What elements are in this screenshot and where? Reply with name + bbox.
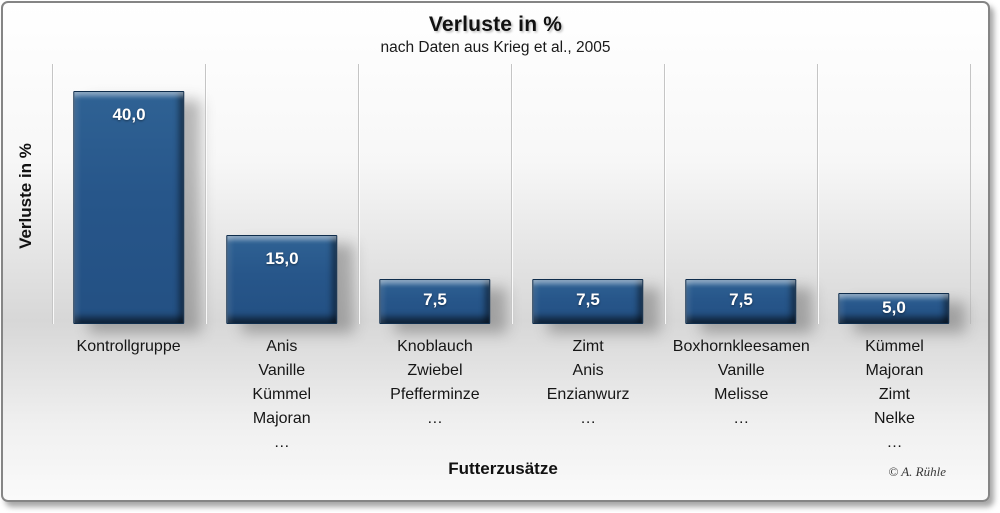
bar: 40,0 [73, 90, 185, 324]
plot-slot: 7,5 [664, 64, 817, 324]
copyright-credit: © A. Rühle [888, 464, 946, 479]
bar-value-label: 15,0 [265, 249, 299, 269]
category-label: Zimt Anis Enzianwurz … [512, 335, 665, 431]
category-label-line: … [580, 410, 597, 427]
category-label-line: Majoran [252, 410, 311, 427]
category-label-line: Vanille [717, 362, 765, 379]
category-label: Anis Vanille Kümmel Majoran … [205, 335, 358, 455]
bar: 5,0 [838, 293, 950, 324]
y-axis-title: Verluste in % [16, 143, 35, 249]
category-label-line: Melisse [714, 386, 769, 403]
category-label-line: Enzianwurz [546, 386, 630, 403]
category-label-line: Zimt [572, 338, 604, 355]
plot-area: 40,0 15,0 7,5 7,5 7,5 5,0 [52, 64, 971, 324]
bar: 7,5 [685, 278, 797, 324]
category-label-line: Kümmel [252, 386, 312, 403]
category-label-line: Anis [572, 362, 604, 379]
category-label-line: Nelke [873, 410, 915, 427]
bar-value-label: 7,5 [576, 290, 600, 310]
plot-slot: 5,0 [817, 64, 971, 324]
category-label: Knoblauch Zwiebel Pfefferminze … [358, 335, 511, 431]
title-block: Verluste in % nach Daten aus Krieg et al… [3, 13, 988, 57]
x-axis-title: Futterzusätze [448, 459, 558, 478]
chart-subtitle: nach Daten aus Krieg et al., 2005 [380, 39, 611, 56]
category-label-line: … [273, 434, 290, 451]
bar: 7,5 [532, 278, 644, 324]
chart-title: Verluste in % [428, 13, 563, 36]
category-label: Kontrollgruppe [52, 335, 205, 359]
plot-slot: 7,5 [358, 64, 511, 324]
category-label-line: Zimt [878, 386, 910, 403]
category-label-line: … [426, 410, 443, 427]
category-label-line: Knoblauch [397, 338, 473, 355]
category-label-line: Kontrollgruppe [76, 338, 181, 355]
category-label-line: Anis [266, 338, 298, 355]
category-label-line: Vanille [258, 362, 306, 379]
bar-value-label: 40,0 [112, 104, 146, 124]
category-labels: Kontrollgruppe Anis Vanille Kümmel Majoran… K… [52, 335, 971, 455]
category-label: Kümmel Majoran Zimt Nelke … [818, 335, 971, 455]
category-label-line: Zwiebel [407, 362, 463, 379]
category-label-line: Pfefferminze [390, 386, 480, 403]
category-label: Boxhornkleesamen Vanille Melisse … [665, 335, 818, 431]
bar-value-label: 7,5 [423, 290, 447, 310]
plot-slot: 15,0 [205, 64, 358, 324]
bar-value-label: 5,0 [882, 297, 906, 317]
plot-slot: 7,5 [511, 64, 664, 324]
category-label-line: Kümmel [865, 338, 924, 355]
category-label-line: Majoran [865, 362, 924, 379]
plot-slot: 40,0 [52, 64, 205, 324]
category-label-line: … [886, 434, 903, 451]
chart-canvas: Verluste in % nach Daten aus Krieg et al… [1, 1, 990, 502]
bar-value-label: 7,5 [729, 290, 753, 310]
category-label-line: Boxhornkleesamen [672, 338, 810, 355]
category-label-line: … [733, 410, 750, 427]
bar: 15,0 [226, 235, 338, 324]
bar: 7,5 [379, 278, 491, 324]
